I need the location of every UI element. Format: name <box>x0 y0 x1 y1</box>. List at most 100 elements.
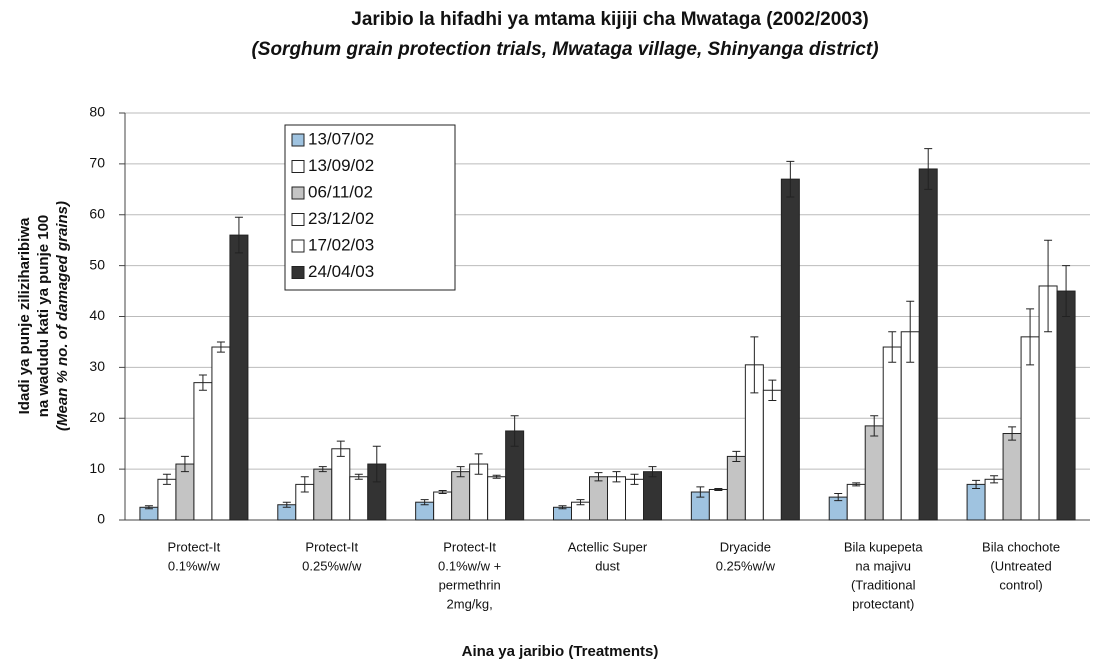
x-tick-label: Actellic Super <box>568 539 648 554</box>
bar <box>1056 290 1076 521</box>
x-tick-label: (Traditional <box>851 577 916 592</box>
bar <box>331 448 351 521</box>
legend-label: 13/07/02 <box>308 129 374 148</box>
bar <box>708 488 728 521</box>
error-bar <box>282 501 291 508</box>
error-bar <box>612 471 621 483</box>
y-tick-label: 40 <box>89 307 105 323</box>
bar <box>643 471 662 521</box>
x-tick-label: 0.1%w/w + <box>438 558 501 573</box>
x-tick-label: permethrin <box>439 577 501 592</box>
error-bar <box>372 445 381 483</box>
bar <box>918 168 938 521</box>
error-bar <box>510 415 519 447</box>
bar <box>589 476 608 521</box>
error-bar <box>696 486 705 498</box>
error-bar <box>990 475 999 484</box>
legend-swatch <box>291 160 305 173</box>
y-label-line: (Mean % no. of damaged grains) <box>54 201 71 431</box>
x-axis-label: Aina ya jaribio (Treatments) <box>462 643 659 660</box>
x-tick-label: Protect-It <box>305 539 358 554</box>
bar <box>864 425 884 521</box>
error-bar <box>972 479 981 489</box>
bar <box>157 478 177 521</box>
bar <box>1002 433 1022 521</box>
bar <box>451 471 471 521</box>
y-tick-label: 60 <box>89 205 105 221</box>
error-bar <box>852 482 861 487</box>
bar <box>882 346 902 521</box>
error-bar <box>630 473 639 485</box>
bar <box>762 389 782 521</box>
error-bar <box>786 160 795 198</box>
error-bar <box>144 505 153 510</box>
bar <box>984 478 1004 521</box>
legend-swatch <box>291 266 305 279</box>
x-tick-label: Protect-It <box>443 539 496 554</box>
error-bar <box>300 476 309 493</box>
error-bar <box>234 216 243 254</box>
bar <box>726 455 746 521</box>
error-bar <box>594 472 603 482</box>
y-tick-label: 70 <box>89 155 105 171</box>
x-tick-label: dust <box>595 558 620 573</box>
y-tick-label: 50 <box>89 256 105 272</box>
x-tick-label: 0.25%w/w <box>716 558 776 573</box>
bar <box>846 483 866 521</box>
error-bar <box>870 415 879 437</box>
error-bar <box>438 489 447 495</box>
bar <box>193 382 213 521</box>
y-tick-label: 80 <box>89 104 105 120</box>
error-bar <box>576 499 585 506</box>
legend-label: 13/09/02 <box>308 156 374 175</box>
error-bar <box>216 341 225 353</box>
x-tick-label: Bila kupepeta <box>844 539 924 554</box>
y-axis-label: Idadi ya punje ziliziharibiwa na wadudu … <box>16 201 71 431</box>
y-tick-label: 10 <box>89 460 105 476</box>
y-tick-label: 20 <box>89 409 105 425</box>
x-tick-label: (Untreated <box>990 558 1051 573</box>
legend-label: 23/12/02 <box>308 209 374 228</box>
bar <box>966 483 986 521</box>
y-tick-label: 30 <box>89 358 105 374</box>
error-bar <box>888 331 897 363</box>
legend-label: 06/11/02 <box>308 182 373 201</box>
y-label-line: na wadudu kati ya punje 100 <box>35 215 52 418</box>
bar <box>211 346 231 521</box>
x-tick-label: control) <box>999 577 1042 592</box>
error-bar <box>1062 265 1071 317</box>
bar <box>607 476 626 521</box>
error-bar <box>924 148 933 190</box>
error-bar <box>180 455 189 473</box>
legend-swatch <box>291 239 305 253</box>
legend-swatch <box>291 186 305 200</box>
error-bar <box>558 505 567 510</box>
bar <box>780 178 800 521</box>
legend-label: 17/02/03 <box>308 235 374 254</box>
x-tick-label: Dryacide <box>720 539 771 554</box>
error-bar <box>162 473 171 485</box>
x-tick-label: 0.1%w/w <box>168 558 221 573</box>
y-tick-label: 0 <box>97 511 105 527</box>
error-bar <box>768 379 777 401</box>
y-label-line: Idadi ya punje ziliziharibiwa <box>16 217 33 414</box>
bar <box>349 476 369 521</box>
error-bar <box>420 499 429 506</box>
bar <box>175 463 195 521</box>
error-bar <box>1008 426 1017 441</box>
chart-title: Jaribio la hifadhi ya mtama kijiji cha M… <box>351 9 868 30</box>
error-bar <box>456 466 465 478</box>
error-bar <box>1026 308 1035 366</box>
bar <box>313 468 333 521</box>
x-tick-label: 0.25%w/w <box>302 558 362 573</box>
x-tick-label: na majivu <box>855 558 911 573</box>
error-bar <box>318 466 327 473</box>
error-bar <box>492 474 501 479</box>
error-bar <box>906 300 915 363</box>
x-tick-label: Bila chochote <box>982 539 1060 554</box>
error-bar <box>1044 239 1053 333</box>
error-bar <box>732 450 741 462</box>
bar <box>433 491 453 521</box>
error-bar <box>750 336 759 394</box>
bar <box>487 476 507 521</box>
